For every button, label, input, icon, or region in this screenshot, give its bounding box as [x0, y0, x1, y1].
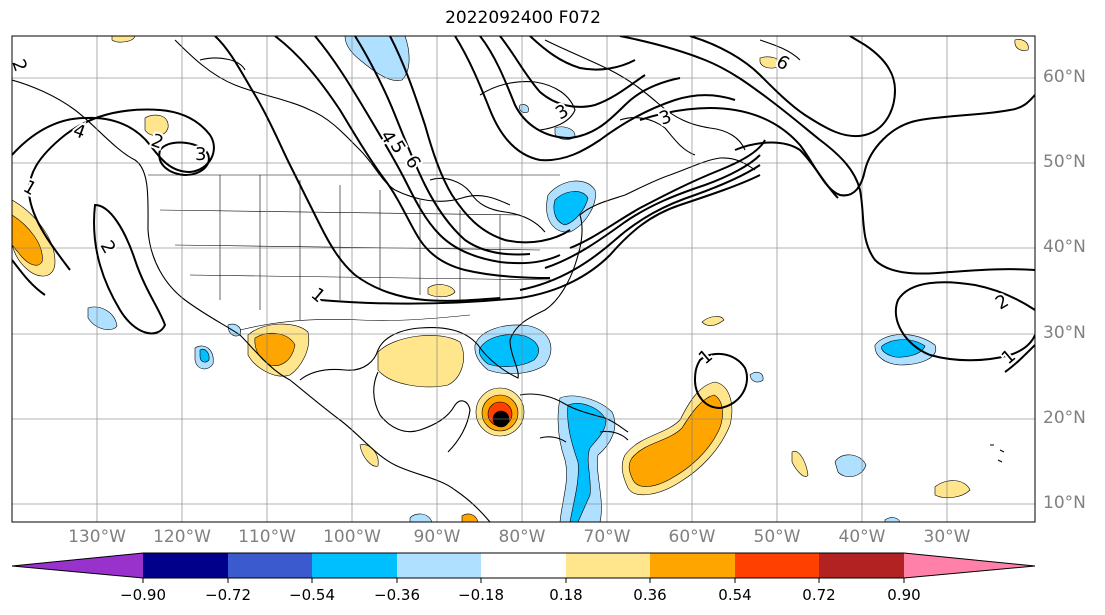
map-border [11, 35, 1036, 523]
colorbar-segment [397, 553, 481, 578]
colorbar-tick-label: 0.54 [718, 586, 752, 604]
lat-label-20n: 20°N [1043, 408, 1086, 428]
lat-label-10n: 10°N [1043, 493, 1086, 513]
colorbar-tick-label: −0.54 [289, 586, 335, 604]
colorbar-segment [819, 553, 904, 578]
colorbar-tick-label: −0.36 [374, 586, 420, 604]
height-contours [12, 36, 1035, 410]
colorbar-segment [481, 553, 566, 578]
colorbar-segment [650, 553, 735, 578]
colorbar-segment [566, 553, 650, 578]
shaded-anomaly-fields [12, 36, 1029, 522]
lon-label-70w: 70°W [583, 527, 631, 547]
lat-label-40n: 40°N [1043, 237, 1086, 257]
colorbar-segment [312, 553, 397, 578]
gridlines [12, 36, 1035, 522]
lon-label-80w: 80°W [498, 527, 546, 547]
colorbar-tick-label: 0.72 [802, 586, 836, 604]
lon-label-110w: 110°W [238, 527, 296, 547]
lon-label-50w: 50°W [753, 527, 801, 547]
colorbar-segment [143, 553, 228, 578]
lon-label-30w: 30°W [923, 527, 971, 547]
colorbar-segment [228, 553, 312, 578]
colorbar-tick-label: −0.90 [120, 586, 166, 604]
lon-label-40w: 40°W [838, 527, 886, 547]
colorbar-tick-label: 0.18 [549, 586, 583, 604]
colorbar-extend-high [904, 553, 1035, 578]
coastlines [12, 39, 1005, 522]
lat-label-30n: 30°N [1043, 323, 1086, 343]
contour-label: 3 [195, 144, 206, 165]
colorbar-tick-label: −0.18 [458, 586, 504, 604]
colorbar-tick-label: 0.90 [887, 586, 921, 604]
colorbar-extend-low [12, 553, 143, 578]
lat-label-60n: 60°N [1043, 67, 1086, 87]
colorbar-tick-label: −0.72 [205, 586, 251, 604]
colorbar [11, 552, 1036, 583]
lon-label-90w: 90°W [413, 527, 461, 547]
lon-label-60w: 60°W [668, 527, 716, 547]
lon-label-120w: 120°W [153, 527, 211, 547]
map-title: 2022092400 F072 [445, 8, 601, 28]
lon-label-100w: 100°W [323, 527, 381, 547]
lon-label-130w: 130°W [68, 527, 126, 547]
political-boundaries [148, 174, 560, 331]
colorbar-tick-label: 0.36 [633, 586, 667, 604]
colorbar-segment [735, 553, 819, 578]
lat-label-50n: 50°N [1043, 152, 1086, 172]
